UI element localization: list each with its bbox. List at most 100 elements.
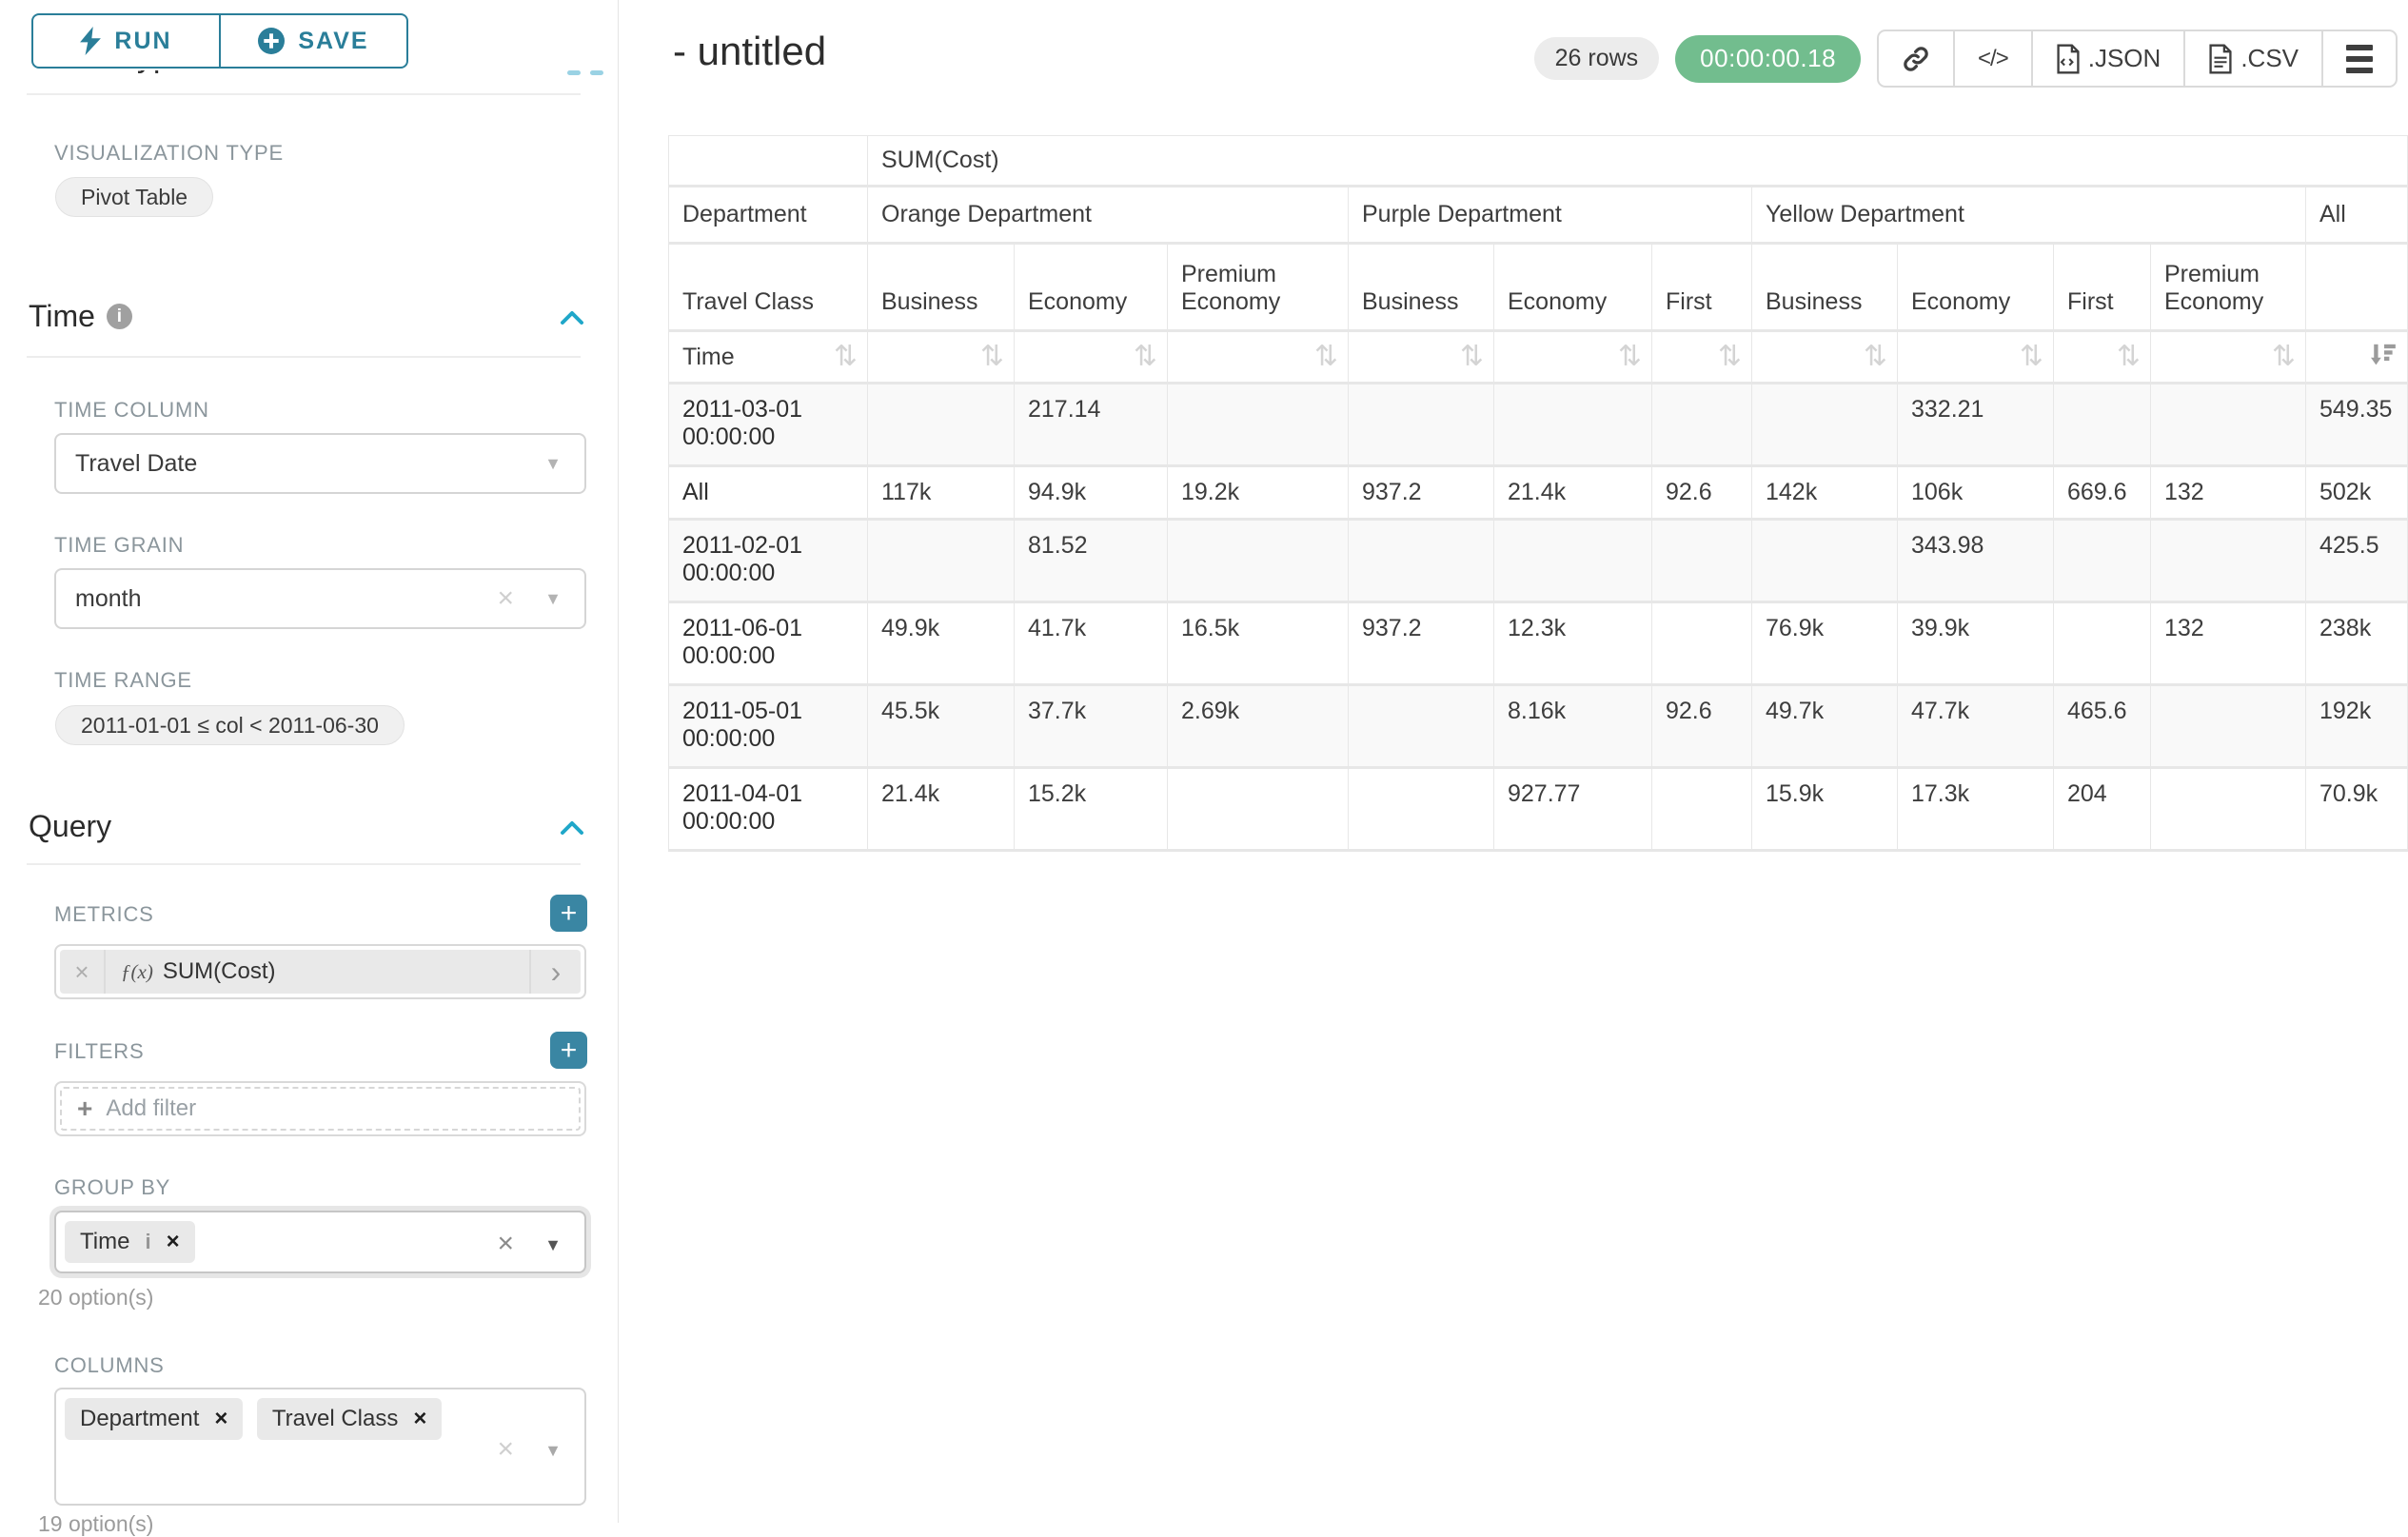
groupby-chip-time[interactable]: Time i × <box>65 1221 195 1263</box>
lightning-icon <box>80 27 102 55</box>
time-sort-header[interactable]: Time ⇅ <box>668 330 868 384</box>
metric-header-row: SUM(Cost) <box>668 135 2408 187</box>
sub-column-header: Business <box>1751 243 1898 332</box>
sort-desc-active-icon[interactable] <box>2371 341 2398 374</box>
department-axis-label: Department <box>668 186 868 245</box>
clear-icon[interactable]: × <box>497 1228 514 1259</box>
caret-down-icon[interactable]: ▼ <box>544 453 562 473</box>
add-filter-button[interactable]: + Add filter <box>60 1087 581 1131</box>
remove-metric-icon[interactable]: × <box>60 950 106 994</box>
sort-icon[interactable]: ⇅ <box>1717 341 1742 372</box>
column-sort-header[interactable]: ⇅ <box>1897 330 2054 384</box>
column-sort-header[interactable]: ⇅ <box>1651 330 1752 384</box>
caret-down-icon[interactable]: ▼ <box>544 1441 562 1460</box>
file-code-icon <box>2057 44 2080 73</box>
pivot-cell: 12.3k <box>1493 601 1652 686</box>
file-text-icon <box>2209 44 2232 73</box>
chart-title[interactable]: - untitled <box>673 29 827 73</box>
pivot-cell: 76.9k <box>1751 601 1898 686</box>
sort-icon[interactable]: ⇅ <box>1863 341 1887 372</box>
department-group-header: Orange Department <box>867 186 1349 245</box>
pivot-cell: 92.6 <box>1651 465 1752 521</box>
plus-circle-icon <box>258 28 286 54</box>
expand-metric-icon[interactable]: › <box>529 950 581 994</box>
pivot-cell: 92.6 <box>1651 684 1752 769</box>
pivot-cell <box>2150 383 2306 467</box>
sort-icon[interactable]: ⇅ <box>979 341 1004 372</box>
time-section-header[interactable]: Time i <box>29 299 132 334</box>
time-range-label: TIME RANGE <box>54 668 192 692</box>
column-sort-header[interactable]: ⇅ <box>1014 330 1168 384</box>
pivot-cell: 21.4k <box>1493 465 1652 521</box>
sub-column-header: Business <box>1348 243 1494 332</box>
add-metric-button[interactable]: + <box>550 895 587 932</box>
caret-down-icon[interactable]: ▼ <box>544 1235 562 1254</box>
time-column-select[interactable]: Travel Date ▼ <box>54 433 586 494</box>
pivot-cell <box>1651 767 1752 852</box>
remove-chip-icon[interactable]: × <box>413 1406 427 1431</box>
pivot-cell: 217.14 <box>1014 383 1168 467</box>
collapse-query-button[interactable] <box>560 820 584 840</box>
hamburger-icon <box>2346 44 2373 73</box>
column-sort-header[interactable]: ⇅ <box>867 330 1015 384</box>
sort-icon[interactable]: ⇅ <box>1617 341 1642 372</box>
add-filter-plus-button[interactable]: + <box>550 1032 587 1069</box>
pivot-cell <box>1751 519 1898 603</box>
pivot-cell <box>2150 767 2306 852</box>
clear-icon[interactable]: × <box>497 582 514 614</box>
time-grain-select[interactable]: month × ▼ <box>54 568 586 629</box>
sort-icon[interactable]: ⇅ <box>1133 341 1157 372</box>
info-icon: i <box>106 304 132 329</box>
groupby-select[interactable]: Time i × × ▼ <box>54 1211 586 1273</box>
column-sort-header[interactable]: ⇅ <box>1751 330 1898 384</box>
columns-chip-travel-class[interactable]: Travel Class × <box>256 1398 443 1440</box>
pivot-cell: 16.5k <box>1167 601 1349 686</box>
pivot-cell: 19.2k <box>1167 465 1349 521</box>
pivot-cell: 937.2 <box>1348 601 1494 686</box>
collapse-time-button[interactable] <box>560 310 584 330</box>
row-label: 2011-04-01 00:00:00 <box>668 767 868 852</box>
remove-chip-icon[interactable]: × <box>166 1229 180 1254</box>
metric-pill[interactable]: × ƒ(x) SUM(Cost) › <box>60 950 581 994</box>
column-sort-header[interactable]: ⇅ <box>1348 330 1494 384</box>
sort-icon[interactable]: ⇅ <box>1459 341 1484 372</box>
pivot-cell: 502k <box>2305 465 2408 521</box>
share-link-button[interactable] <box>1879 31 1956 86</box>
columns-chip-department[interactable]: Department × <box>65 1398 244 1440</box>
sort-icon[interactable]: ⇅ <box>2019 341 2043 372</box>
column-sort-header[interactable]: ⇅ <box>2053 330 2151 384</box>
pivot-cell <box>1348 519 1494 603</box>
menu-button[interactable] <box>2323 31 2396 86</box>
sort-icon[interactable]: ⇅ <box>2271 341 2296 372</box>
column-sort-header[interactable]: ⇅ <box>1167 330 1349 384</box>
sort-icon[interactable]: ⇅ <box>2116 341 2141 372</box>
pivot-cell: 17.3k <box>1897 767 2054 852</box>
columns-select[interactable]: Department × Travel Class × × ▼ <box>54 1388 586 1506</box>
query-section-header[interactable]: Query <box>29 809 112 843</box>
column-sort-header[interactable]: ⇅ <box>1493 330 1652 384</box>
sub-column-header: Economy <box>1014 243 1168 332</box>
remove-chip-icon[interactable]: × <box>214 1406 228 1431</box>
sort-icon[interactable]: ⇅ <box>833 341 858 372</box>
pivot-cell: 2.69k <box>1167 684 1349 769</box>
run-button[interactable]: RUN <box>31 13 221 69</box>
pivot-cell: 21.4k <box>867 767 1015 852</box>
all-column-sort-header[interactable] <box>2305 330 2408 384</box>
clear-icon[interactable]: × <box>497 1433 514 1465</box>
pivot-cell: 70.9k <box>2305 767 2408 852</box>
view-query-button[interactable]: </> <box>1955 31 2033 86</box>
sort-icon[interactable]: ⇅ <box>1313 341 1338 372</box>
pivot-cell: 49.7k <box>1751 684 1898 769</box>
export-button-group: </> .JSON .CSV <box>1877 30 2398 88</box>
export-json-button[interactable]: .JSON <box>2033 31 2186 86</box>
table-row: 2011-03-01 00:00:00 217.14 332.21 549.35 <box>668 383 2408 467</box>
pivot-cell <box>1348 684 1494 769</box>
viz-type-chip[interactable]: Pivot Table <box>55 177 214 217</box>
sub-column-header: First <box>1651 243 1752 332</box>
time-range-chip[interactable]: 2011-01-01 ≤ col < 2011-06-30 <box>55 705 405 745</box>
column-sort-header[interactable]: ⇅ <box>2150 330 2306 384</box>
export-csv-button[interactable]: .CSV <box>2185 31 2323 86</box>
caret-down-icon[interactable]: ▼ <box>544 588 562 608</box>
save-button[interactable]: SAVE <box>219 13 408 69</box>
pivot-cell: 15.9k <box>1751 767 1898 852</box>
